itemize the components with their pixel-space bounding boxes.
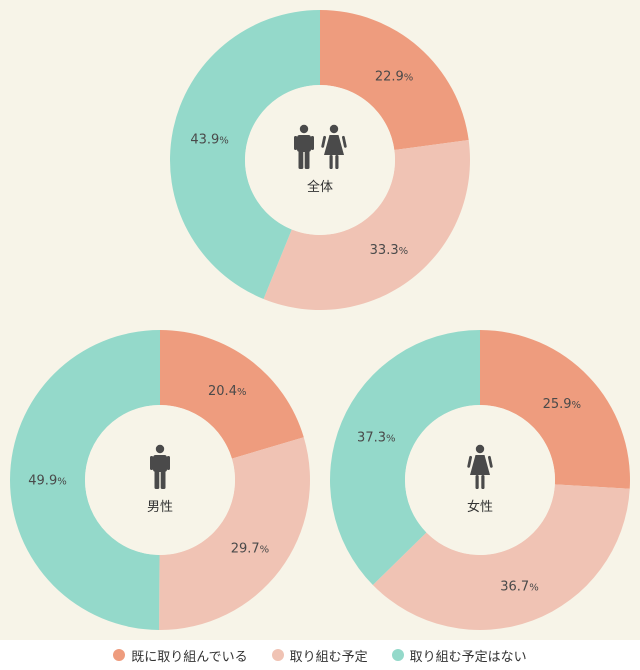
legend-item-planned: 取り組む予定 <box>271 646 368 665</box>
donut-hole-total <box>245 85 395 235</box>
female-icon <box>467 444 493 489</box>
donut-hole-male <box>85 405 235 555</box>
female-icon <box>321 124 347 169</box>
slice-total-planned <box>263 140 470 310</box>
male-icon <box>294 124 314 169</box>
slice-male-planned <box>159 437 310 630</box>
slice-label-male-not-planned: 49.9% <box>28 474 66 489</box>
slice-male-already <box>160 330 304 459</box>
slice-male-not-planned <box>10 330 160 630</box>
donut-total: 22.9% 33.3% 43.9% 全体 <box>170 10 470 310</box>
slice-female-planned <box>372 484 630 630</box>
legend-label-not-planned: 取り組む予定はない <box>409 649 527 665</box>
center-label-total: 全体 <box>307 179 333 195</box>
legend-swatch-already <box>113 649 126 661</box>
legend-item-not-planned: 取り組む予定はない <box>391 646 527 665</box>
slice-label-female-already: 25.9% <box>543 397 581 412</box>
slice-female-not-planned <box>330 330 480 585</box>
slice-total-already <box>320 10 469 151</box>
slice-label-total-already: 22.9% <box>375 69 413 84</box>
slice-label-female-not-planned: 37.3% <box>357 430 395 445</box>
legend-swatch-planned <box>271 649 284 661</box>
legend-swatch-not-planned <box>391 649 404 661</box>
donut-male: 20.4% 29.7% 49.9% 男性 <box>10 330 310 630</box>
legend: 既に取り組んでいる 取り組む予定 取り組む予定はない <box>0 640 640 670</box>
center-label-male: 男性 <box>147 500 173 515</box>
donut-charts: 22.9% 33.3% 43.9% 全体 20.4% 29.7% 49.9% 男性 25.9% 3… <box>10 10 630 630</box>
legend-label-already: 既に取り組んでいる <box>131 649 248 665</box>
center-label-female: 女性 <box>467 499 493 515</box>
slice-label-male-already: 20.4% <box>208 384 246 399</box>
donut-hole-female <box>405 405 555 555</box>
slice-total-not-planned <box>170 10 320 299</box>
donut-female: 25.9% 36.7% 37.3% 女性 <box>330 330 630 630</box>
legend-label-planned: 取り組む予定 <box>289 649 368 665</box>
male-icon <box>150 444 170 489</box>
slice-label-female-planned: 36.7% <box>500 579 538 594</box>
slice-label-total-not-planned: 43.9% <box>190 132 228 147</box>
legend-item-already: 既に取り組んでいる <box>113 646 248 665</box>
slice-label-male-planned: 29.7% <box>231 542 269 557</box>
slice-female-already <box>480 330 630 489</box>
slice-label-total-planned: 33.3% <box>370 243 408 258</box>
